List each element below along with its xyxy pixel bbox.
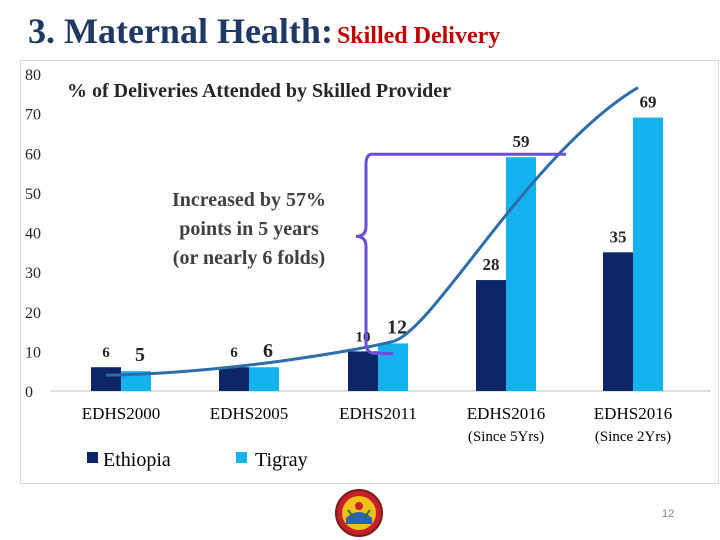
y-tick-label: 0	[25, 384, 33, 401]
legend-label-ethiopia: Ethiopia	[103, 449, 171, 471]
annotation-text: Increased by 57%	[172, 189, 326, 211]
x-tick-label: EDHS2011	[339, 404, 417, 423]
data-label-ethiopia: 6	[230, 345, 238, 361]
bar-ethiopia	[219, 367, 249, 391]
y-tick-label: 70	[25, 107, 41, 124]
bar-tigray	[249, 367, 279, 391]
data-label-ethiopia: 35	[610, 227, 627, 246]
legend-swatch-tigray	[236, 452, 247, 463]
chart-container: % of Deliveries Attended by Skilled Prov…	[20, 60, 719, 484]
data-label-tigray: 6	[263, 340, 273, 362]
bar-tigray	[121, 371, 151, 391]
bar-ethiopia	[476, 280, 506, 391]
legend-swatch-ethiopia	[87, 452, 98, 463]
y-tick-label: 80	[25, 67, 41, 84]
y-tick-label: 50	[25, 186, 41, 203]
annotation-text: (or nearly 6 folds)	[173, 247, 325, 269]
bar-ethiopia	[91, 367, 121, 391]
x-tick-label: EDHS2000	[82, 404, 160, 423]
x-tick-label: EDHS2016	[467, 404, 545, 423]
x-tick-label: (Since 5Yrs)	[468, 429, 544, 445]
x-tick-label: (Since 2Yrs)	[595, 429, 671, 445]
data-label-tigray: 5	[135, 344, 145, 366]
data-label-ethiopia: 10	[356, 329, 371, 345]
data-label-tigray: 12	[387, 316, 407, 338]
x-tick-label: EDHS2016	[594, 404, 672, 423]
y-tick-label: 20	[25, 305, 41, 322]
y-tick-label: 40	[25, 226, 41, 243]
bar-tigray	[378, 343, 408, 391]
data-label-tigray: 59	[513, 132, 530, 151]
bar-ethiopia	[348, 351, 378, 391]
slide-title: 3. Maternal Health: Skilled Delivery	[28, 10, 500, 52]
y-tick-label: 60	[25, 146, 41, 163]
page-number: 12	[662, 508, 675, 520]
bar-ethiopia	[603, 252, 633, 391]
trend-line	[105, 86, 639, 377]
chart-title: % of Deliveries Attended by Skilled Prov…	[67, 80, 451, 102]
bar-tigray	[633, 117, 663, 392]
x-tick-label: EDHS2005	[210, 404, 288, 423]
annotation-text: points in 5 years	[179, 218, 319, 240]
y-tick-label: 30	[25, 265, 41, 282]
brace-bracket	[355, 152, 393, 355]
bar-chart: % of Deliveries Attended by Skilled Prov…	[25, 67, 711, 471]
slide-title-main: 3. Maternal Health:	[28, 11, 333, 51]
data-label-tigray: 69	[640, 93, 657, 112]
slide-title-sub: Skilled Delivery	[336, 23, 501, 49]
regional-emblem-logo	[335, 489, 383, 537]
bar-tigray	[506, 157, 536, 391]
legend-label-tigray: Tigray	[255, 449, 308, 471]
y-tick-label: 10	[25, 344, 41, 361]
data-label-ethiopia: 6	[102, 345, 110, 361]
data-label-ethiopia: 28	[483, 255, 500, 274]
